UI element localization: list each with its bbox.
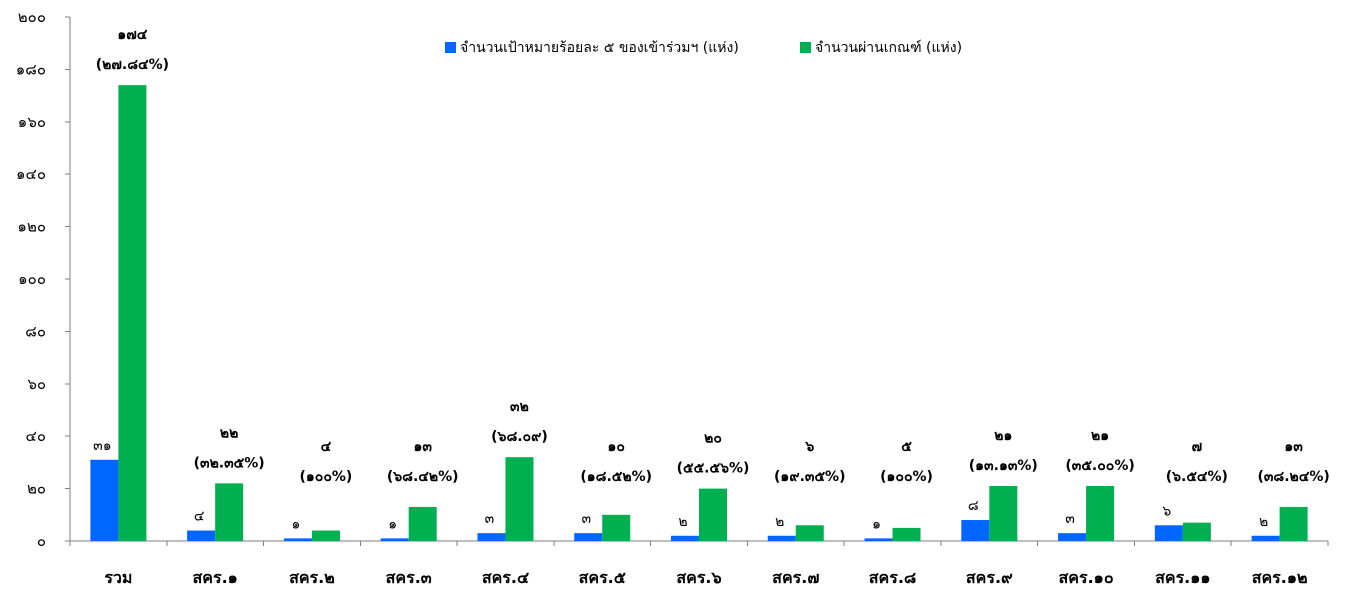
passed-percent-label: (๕๕.๕๖%)	[677, 461, 750, 477]
bar-target-10	[1058, 533, 1087, 541]
target-value-label: ๒	[775, 514, 784, 530]
bar-passed-4	[505, 457, 534, 541]
target-value-label: ๑	[388, 516, 397, 532]
passed-value-label: ๑๗๔	[117, 27, 147, 43]
bar-target-12	[1251, 535, 1280, 541]
passed-value-label: ๔	[321, 439, 332, 455]
x-tick-label: สคร.๘	[869, 568, 916, 587]
legend: จำนวนเป้าหมายร้อยละ ๕ ของเข้าร่วมฯ (แห่ง…	[445, 39, 962, 56]
passed-value-label: ๓๒	[510, 399, 529, 415]
target-value-label: ๓	[1065, 511, 1075, 527]
y-tick-label: ๑๘๐	[16, 60, 46, 78]
bar-passed-3	[408, 506, 437, 541]
bar-passed-7	[795, 525, 824, 541]
passed-percent-label: (๑๐๐%)	[880, 469, 933, 485]
passed-value-label: ๗	[1192, 439, 1203, 455]
bar-target-11	[1154, 525, 1183, 541]
y-tick-label: ๐	[37, 532, 46, 550]
x-tick-label: สคร.๖	[676, 568, 721, 587]
y-tick-label: ๘๐	[25, 322, 46, 340]
bar-target-7	[767, 535, 796, 541]
passed-value-label: ๑๓	[413, 439, 432, 455]
x-tick-label: สคร.๑	[193, 568, 238, 587]
passed-percent-label: (๖๘.๐๙)	[491, 429, 548, 445]
passed-percent-label: (๓๘.๒๔%)	[1257, 469, 1329, 485]
y-tick-label: ๑๖๐	[18, 113, 46, 131]
x-tick-label: สคร.๙	[966, 568, 1013, 587]
target-value-label: ๓	[485, 511, 495, 527]
x-tick-label: สคร.๔	[482, 568, 529, 587]
y-tick-label: ๑๔๐	[16, 165, 46, 183]
bars	[90, 85, 1308, 542]
passed-value-label: ๒๑	[1091, 428, 1109, 444]
bar-target-0	[90, 459, 119, 541]
bar-passed-1	[215, 483, 244, 541]
y-tick-label: ๖๐	[27, 375, 46, 393]
passed-percent-label: (๖๘.๔๒%)	[387, 469, 459, 485]
x-tick-label: สคร.๗	[772, 568, 819, 587]
bar-target-2	[283, 538, 312, 541]
legend-label-passed: จำนวนผ่านเกณฑ์ (แห่ง)	[815, 39, 962, 56]
bar-passed-11	[1182, 522, 1211, 541]
x-tick-label: รวม	[104, 568, 132, 587]
legend-swatch-target	[445, 42, 456, 53]
passed-value-label: ๕	[901, 439, 912, 455]
legend-swatch-passed	[800, 42, 811, 53]
bar-passed-2	[311, 530, 340, 541]
bar-passed-8	[892, 527, 921, 541]
target-value-label: ๓๑	[93, 438, 111, 454]
bar-target-5	[574, 533, 603, 541]
passed-percent-label: (๑๓.๑๓%)	[969, 458, 1038, 474]
bar-passed-12	[1279, 506, 1308, 541]
y-tick-label: ๔๐	[25, 427, 46, 445]
passed-percent-label: (๓๒.๓๕%)	[194, 455, 265, 471]
x-tick-label: สคร.๑๑	[1155, 568, 1210, 587]
passed-value-label: ๒๑	[994, 428, 1012, 444]
y-tick-label: ๑๒๐	[17, 218, 46, 236]
bar-passed-5	[602, 514, 631, 541]
bar-target-8	[864, 538, 893, 541]
bar-target-4	[477, 533, 506, 541]
passed-percent-label: (๑๐๐%)	[300, 469, 353, 485]
bar-passed-9	[989, 485, 1018, 541]
passed-value-label: ๒๐	[704, 431, 722, 447]
legend-label-target: จำนวนเป้าหมายร้อยละ ๕ ของเข้าร่วมฯ (แห่ง…	[460, 40, 739, 56]
bar-target-3	[380, 538, 409, 541]
bar-passed-0	[118, 85, 147, 542]
target-value-label: ๖	[1162, 503, 1171, 519]
bar-passed-6	[699, 488, 727, 541]
passed-value-label: ๑๐	[608, 439, 625, 455]
data-labels: ๓๑(๒๗.๘๔%)๑๗๔๔(๓๒.๓๕%)๒๒๑(๑๐๐%)๔๑(๖๘.๔๒%…	[93, 27, 1330, 532]
x-tick-label: สคร.๕	[579, 568, 626, 587]
passed-value-label: ๖	[804, 439, 814, 455]
target-value-label: ๓	[581, 511, 591, 527]
passed-percent-label: (๑๘.๕๒%)	[580, 469, 652, 485]
y-tick-label: ๑๐๐	[18, 270, 46, 288]
passed-value-label: ๑๓	[1284, 439, 1303, 455]
bar-passed-10	[1086, 485, 1115, 541]
passed-percent-label: (๑๙.๓๕%)	[774, 469, 845, 485]
x-tick-label: สคร.๒	[289, 568, 335, 587]
passed-percent-label: (๓๕.๐๐%)	[1065, 458, 1134, 474]
bar-target-9	[961, 520, 990, 541]
x-tick-label: สคร.๑๒	[1252, 568, 1308, 587]
passed-percent-label: (๒๗.๘๔%)	[96, 57, 169, 73]
x-tick-label: สคร.๓	[386, 568, 432, 587]
y-tick-label: ๒๐	[27, 480, 46, 498]
target-value-label: ๒	[678, 514, 687, 530]
target-value-label: ๒	[1259, 514, 1268, 530]
bar-target-6	[671, 535, 699, 541]
target-value-label: ๘	[968, 498, 979, 514]
passed-percent-label: (๖.๕๔%)	[1166, 469, 1228, 485]
target-value-label: ๑	[872, 516, 881, 532]
passed-value-label: ๒๒	[220, 425, 238, 441]
y-tick-label: ๒๐๐	[18, 8, 46, 26]
x-tick-label: สคร.๑๐	[1059, 568, 1114, 587]
bar-target-1	[187, 530, 216, 541]
target-value-label: ๑	[291, 516, 300, 532]
target-value-label: ๔	[194, 509, 205, 525]
